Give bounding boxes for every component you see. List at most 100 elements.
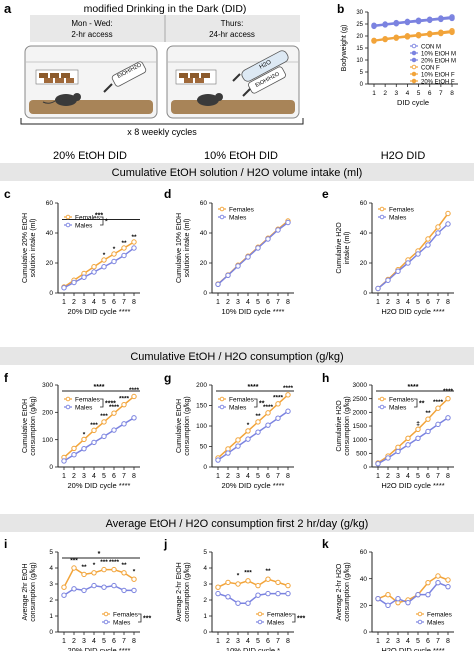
x-tick-label: 5 — [416, 638, 420, 645]
data-point — [445, 395, 451, 402]
data-point — [285, 582, 291, 589]
x-tick-label: 2 — [226, 638, 230, 645]
data-point — [91, 570, 97, 576]
data-point — [111, 582, 117, 589]
panel-letter-i: i — [4, 537, 7, 551]
x-tick-label: 4 — [92, 638, 96, 645]
data-point — [131, 576, 137, 582]
data-point — [375, 285, 381, 292]
x-tick-label: 8 — [446, 473, 450, 480]
x-tick-label: 7 — [276, 299, 280, 306]
data-point — [131, 415, 137, 421]
panel-letter-a: a — [4, 1, 12, 16]
data-point — [245, 600, 251, 606]
x-tick-label: 3 — [236, 638, 240, 645]
legend-bracket — [292, 613, 296, 623]
data-point — [265, 410, 271, 416]
legend-swatch-marker — [379, 206, 385, 212]
x-tick-label: 4 — [92, 473, 96, 480]
y-axis-label: Average 2-hr H2Oconsumption (g/kg) — [336, 562, 351, 622]
legend-bracket-label: ** — [259, 401, 265, 408]
data-point — [131, 393, 137, 400]
panel-letter-g: g — [164, 371, 171, 385]
y-tick-label: 150 — [196, 403, 207, 410]
data-point — [121, 421, 127, 427]
data-point — [438, 16, 444, 23]
x-tick-label: 2 — [226, 473, 230, 480]
legend-swatch-marker — [65, 396, 71, 402]
legend-bracket — [254, 398, 258, 408]
significance-line-label: **** — [408, 384, 419, 391]
significance-marker: ** — [121, 562, 127, 569]
y-axis-label: Cumulative EtOHconsumption (g/kg) — [176, 396, 191, 456]
data-point — [415, 251, 421, 257]
data-point — [245, 428, 251, 434]
y-tick-label: 4 — [49, 565, 53, 572]
y-axis-label-line: consumption (g/kg) — [30, 396, 37, 456]
data-point — [415, 591, 421, 598]
y-tick-label: 60 — [46, 200, 54, 207]
data-point — [285, 590, 291, 597]
data-point — [385, 277, 391, 283]
y-axis-label-line: consumption (g/kg) — [344, 396, 351, 456]
legend-label: Males — [389, 404, 407, 411]
data-point — [235, 263, 241, 269]
y-tick-label: 5 — [203, 549, 207, 556]
significance-marker: **** — [109, 559, 120, 566]
y-axis-label-line: intake (ml) — [344, 232, 351, 265]
x-tick-label: 8 — [132, 638, 136, 645]
legend-label: 10% EtOH F — [421, 72, 455, 78]
data-point — [71, 586, 77, 592]
significance-marker: **** — [443, 388, 454, 395]
y-axis-label: Average 2-hr EtOHconsumption (g/kg) — [176, 562, 191, 622]
section-banner-3 — [0, 514, 474, 532]
x-tick-label: 6 — [112, 473, 116, 480]
y-axis-label-line: consumption (g/kg) — [30, 562, 37, 622]
y-axis-label-line: Cumulative EtOH — [22, 399, 29, 453]
significance-marker: *** — [90, 422, 98, 429]
data-point — [395, 595, 401, 602]
y-tick-label: 30 — [356, 10, 363, 16]
x-tick-label: 2 — [72, 473, 76, 480]
column-title-h2o: H2O DID — [381, 150, 426, 162]
x-axis-label: 20% DID cycle **** — [222, 481, 285, 490]
y-tick-label: 5 — [360, 70, 364, 76]
data-point — [393, 35, 399, 41]
data-point — [265, 422, 271, 428]
y-axis-label-line: Average 2-hr H2O — [336, 563, 343, 620]
data-point — [255, 582, 261, 589]
y-tick-label: 0 — [49, 464, 53, 471]
legend-swatch-marker — [103, 619, 109, 625]
legend-swatch-marker — [257, 611, 263, 617]
x-tick-label: 3 — [82, 299, 86, 306]
y-tick-label: 500 — [356, 451, 367, 458]
x-tick-label: 8 — [450, 90, 454, 97]
legend-label: Males — [427, 619, 445, 626]
data-point — [61, 592, 67, 598]
panel-letter-c: c — [4, 187, 11, 201]
data-point — [445, 210, 451, 217]
data-point — [111, 251, 117, 257]
y-tick-label: 0 — [360, 82, 364, 88]
legend-label: 10% EtOH M — [421, 51, 456, 57]
data-point — [405, 260, 411, 266]
data-point — [121, 401, 127, 408]
data-point — [255, 429, 261, 435]
legend-label: Females — [113, 611, 139, 618]
legend-label: 20% EtOH F — [421, 79, 455, 85]
y-tick-label: 1500 — [353, 423, 368, 430]
bottle-label-h2o: H2O — [259, 59, 273, 70]
y-axis-label-line: Average 2hr EtOH — [22, 563, 29, 620]
data-point — [404, 19, 411, 26]
y-tick-label: 2000 — [353, 410, 368, 417]
data-point — [393, 21, 399, 27]
data-point — [435, 405, 441, 411]
legend-label: Females — [267, 611, 293, 618]
x-tick-label: 5 — [102, 473, 106, 480]
data-point — [371, 38, 377, 44]
significance-marker: * — [247, 422, 250, 429]
legend-label: Males — [229, 404, 247, 411]
data-point — [225, 594, 231, 600]
x-tick-label: 8 — [446, 638, 450, 645]
